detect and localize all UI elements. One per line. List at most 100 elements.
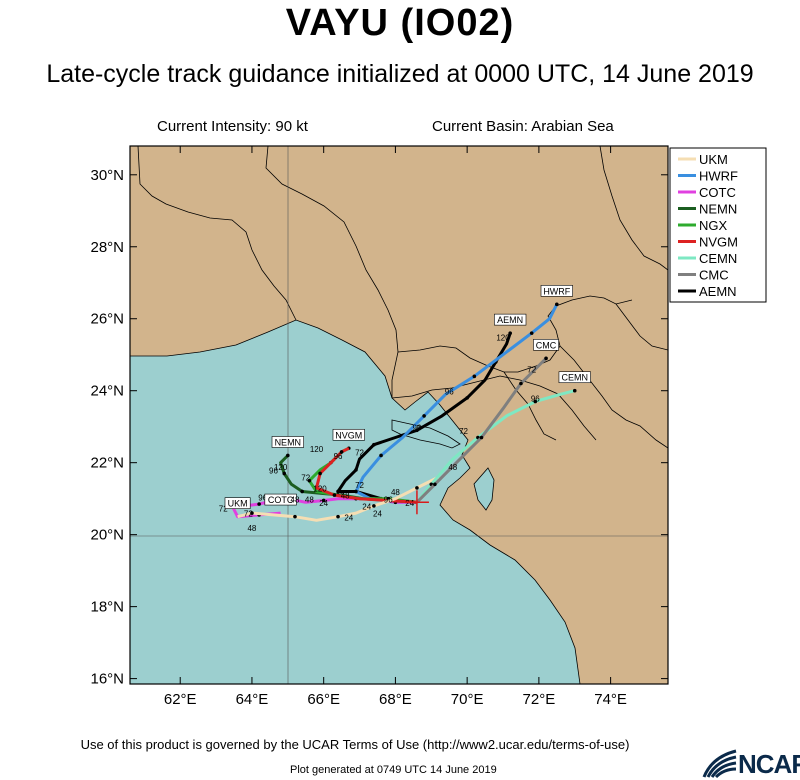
track-point	[465, 396, 469, 400]
lon-tick-label: 72°E	[523, 691, 556, 708]
track-end-label-cotc: COTC	[264, 493, 297, 506]
track-cemn	[415, 389, 576, 504]
track-point	[336, 514, 340, 519]
legend-label: COTC	[699, 185, 736, 200]
lon-tick-label: 74°E	[594, 691, 627, 708]
forecast-hour-label: 120	[313, 484, 327, 493]
forecast-hour-label: 96	[334, 452, 343, 461]
track-point	[508, 331, 512, 335]
forecast-hour-label: 96	[384, 495, 393, 504]
track-end-label-cemn: CEMN	[558, 371, 591, 384]
forecast-hour-label: 96	[445, 387, 454, 396]
track-point	[300, 489, 304, 494]
ncar-logo: NCAR	[702, 749, 800, 779]
forecast-hour-label: 72	[301, 474, 310, 483]
forecast-hour-label: 72	[527, 366, 536, 375]
forecast-hour-label: 24	[362, 502, 371, 511]
track-point	[533, 399, 538, 404]
track-point	[422, 414, 426, 418]
forecast-hour-label: 72	[355, 448, 364, 457]
lat-tick-label: 18°N	[90, 599, 124, 616]
terms-of-use-footer: Use of this product is governed by the U…	[80, 737, 630, 752]
forecast-hour-label: 96	[531, 395, 540, 404]
lon-tick-label: 62°E	[164, 691, 197, 708]
forecast-hour-label: 72	[355, 481, 364, 490]
ncar-wave-icon	[702, 749, 737, 779]
track-point	[307, 478, 312, 483]
lat-lon-grid	[130, 146, 668, 684]
lat-tick-label: 28°N	[90, 239, 124, 256]
legend-label: CEMN	[699, 251, 737, 266]
track-end-label-hwrf: HWRF	[540, 285, 573, 297]
current-intensity: Current Intensity: 90 kt	[157, 118, 308, 135]
track-point	[433, 482, 437, 487]
forecast-hour-label: 24	[373, 510, 382, 519]
svg-text:UKM: UKM	[228, 499, 248, 509]
svg-text:AEMN: AEMN	[497, 315, 523, 325]
track-point	[282, 471, 287, 476]
ncar-logo-text: NCAR	[738, 749, 800, 779]
forecast-hour-label: 72	[219, 504, 228, 513]
track-point	[519, 381, 523, 386]
svg-text:CEMN: CEMN	[561, 373, 588, 383]
lat-tick-label: 26°N	[90, 311, 124, 328]
track-point	[555, 302, 559, 307]
track-point	[379, 453, 383, 458]
lon-tick-label: 66°E	[307, 691, 340, 708]
legend-label: NGX	[699, 218, 728, 233]
forecast-hour-label: 72	[459, 427, 468, 436]
legend-label: NEMN	[699, 202, 737, 217]
plot-generated-time: Plot generated at 0749 UTC 14 June 2019	[290, 764, 497, 776]
forecast-hour-label: 96	[258, 493, 267, 502]
page-title: VAYU (IO02)	[285, 2, 515, 44]
track-point	[415, 486, 419, 490]
track-end-label-nvgm: NVGM	[332, 428, 365, 441]
lat-tick-label: 22°N	[90, 455, 124, 472]
svg-text:NEMN: NEMN	[275, 437, 302, 447]
current-basin: Current Basin: Arabian Sea	[432, 118, 614, 135]
legend-label: HWRF	[699, 169, 738, 184]
forecast-hour-label: 48	[448, 463, 457, 472]
forecast-hour-label: 96	[269, 466, 278, 475]
track-point	[286, 453, 290, 458]
track-end-label-cmc: CMC	[533, 339, 559, 351]
arabian-sea	[130, 319, 581, 684]
country-borders	[137, 146, 668, 449]
svg-text:HWRF: HWRF	[543, 286, 570, 296]
lat-tick-label: 16°N	[90, 671, 124, 688]
svg-text:COTC: COTC	[268, 495, 294, 505]
forecast-hour-label: 48	[291, 495, 300, 504]
track-end-label-nemn: NEMN	[271, 436, 304, 448]
forecast-hour-label: 48	[391, 488, 400, 497]
forecast-hour-label: 24	[344, 513, 353, 522]
forecast-hour-label: 48	[341, 492, 350, 501]
lat-tick-label: 30°N	[90, 167, 124, 184]
forecast-hour-label: 24	[319, 499, 328, 508]
track-point	[372, 442, 376, 447]
forecast-hour-label: 72	[244, 510, 253, 519]
track-point	[354, 468, 358, 472]
track-aemn	[336, 332, 512, 504]
map-axes: 16°N 18°N 20°N 22°N 24°N 26°N 28°N 30°N 62°E 64°E…	[90, 146, 668, 708]
forecast-tracks	[228, 302, 577, 522]
svg-text:CMC: CMC	[536, 340, 557, 350]
track-point	[354, 489, 358, 494]
lon-tick-label: 64°E	[236, 691, 269, 708]
track-point	[544, 356, 548, 361]
legend-label: CMC	[699, 268, 729, 283]
forecast-hour-label: 120	[274, 463, 288, 472]
track-point	[479, 435, 484, 440]
track-point	[250, 511, 254, 515]
lat-tick-label: 24°N	[90, 383, 124, 400]
lat-tick-label: 20°N	[90, 527, 124, 544]
lon-tick-label: 68°E	[379, 691, 412, 708]
map-frame	[129, 145, 669, 685]
track-point	[293, 514, 297, 519]
legend-label: AEMN	[699, 284, 737, 299]
track-point	[332, 493, 337, 497]
track-end-label-aemn: AEMN	[494, 313, 527, 326]
track-point	[336, 489, 340, 494]
track-point	[529, 331, 534, 335]
